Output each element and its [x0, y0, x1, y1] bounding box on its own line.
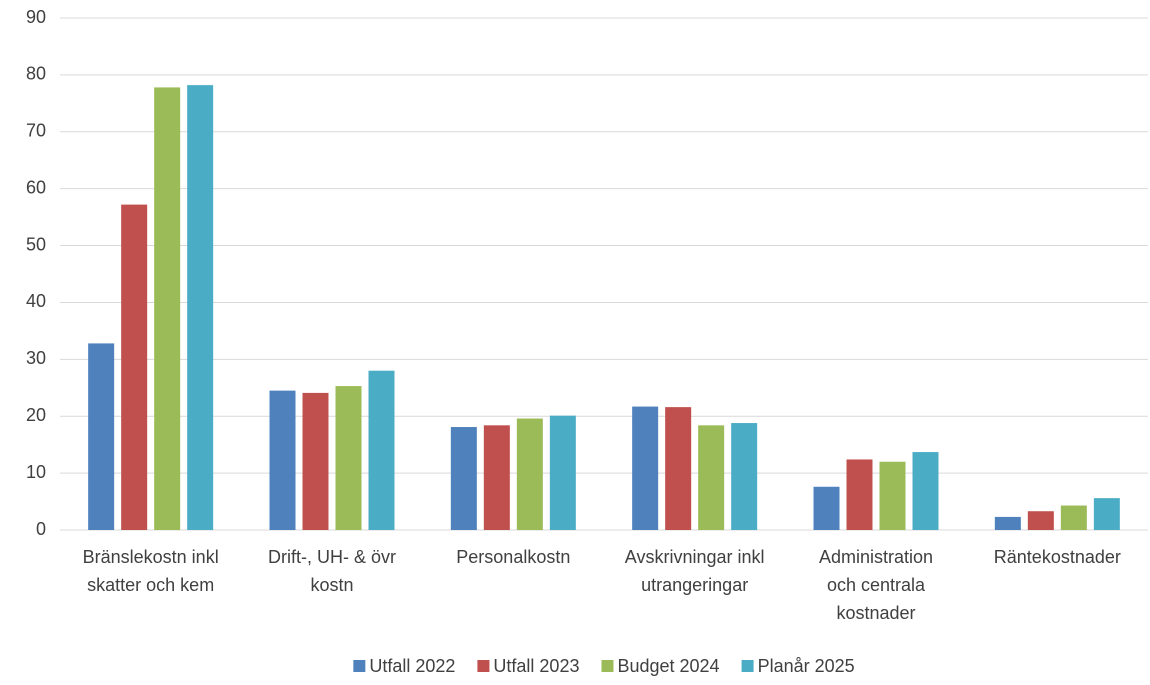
bar — [368, 370, 395, 530]
bar — [483, 425, 510, 530]
x-tick-label: Personalkostn — [456, 547, 570, 567]
bar — [1060, 505, 1087, 530]
bar — [813, 486, 840, 530]
bar — [154, 87, 181, 530]
bar — [665, 407, 692, 530]
bar — [731, 423, 758, 530]
y-tick-label: 90 — [26, 7, 46, 27]
bar — [1093, 498, 1120, 530]
y-tick-label: 20 — [26, 405, 46, 425]
y-tick-label: 50 — [26, 234, 46, 254]
legend-label: Utfall 2022 — [369, 656, 455, 676]
y-tick-label: 40 — [26, 291, 46, 311]
x-tick-label: utrangeringar — [641, 575, 748, 595]
bar — [912, 452, 939, 530]
bar — [516, 418, 543, 530]
bar — [846, 459, 873, 530]
y-tick-label: 80 — [26, 64, 46, 84]
x-tick-label: och centrala — [827, 575, 926, 595]
x-tick-label: Avskrivningar inkl — [625, 547, 765, 567]
bar — [302, 392, 329, 530]
legend-label: Planår 2025 — [758, 656, 855, 676]
legend-label: Budget 2024 — [617, 656, 719, 676]
bar — [121, 204, 148, 530]
y-tick-label: 0 — [36, 519, 46, 539]
y-tick-label: 70 — [26, 121, 46, 141]
bar — [1027, 511, 1054, 530]
bar — [549, 415, 576, 530]
legend-swatch — [353, 660, 366, 672]
bar — [450, 427, 477, 530]
bar — [269, 390, 296, 530]
legend-label: Utfall 2023 — [493, 656, 579, 676]
x-tick-label: kostn — [310, 575, 353, 595]
y-tick-label: 60 — [26, 177, 46, 197]
bar — [698, 425, 725, 530]
y-tick-label: 30 — [26, 348, 46, 368]
x-tick-label: Bränslekostn inkl — [83, 547, 219, 567]
y-tick-label: 10 — [26, 462, 46, 482]
x-tick-label: kostnader — [836, 603, 915, 623]
legend-swatch — [741, 660, 754, 672]
bar — [879, 461, 906, 530]
x-tick-label: Räntekostnader — [994, 547, 1121, 567]
x-tick-label: skatter och kem — [87, 575, 214, 595]
bar — [335, 386, 362, 530]
x-tick-label: Administration — [819, 547, 933, 567]
bar — [632, 406, 659, 530]
legend-swatch — [601, 660, 614, 672]
bar — [994, 516, 1021, 530]
legend-swatch — [477, 660, 490, 672]
bar — [88, 343, 115, 530]
x-tick-label: Drift-, UH- & övr — [268, 547, 396, 567]
bar — [187, 85, 214, 530]
